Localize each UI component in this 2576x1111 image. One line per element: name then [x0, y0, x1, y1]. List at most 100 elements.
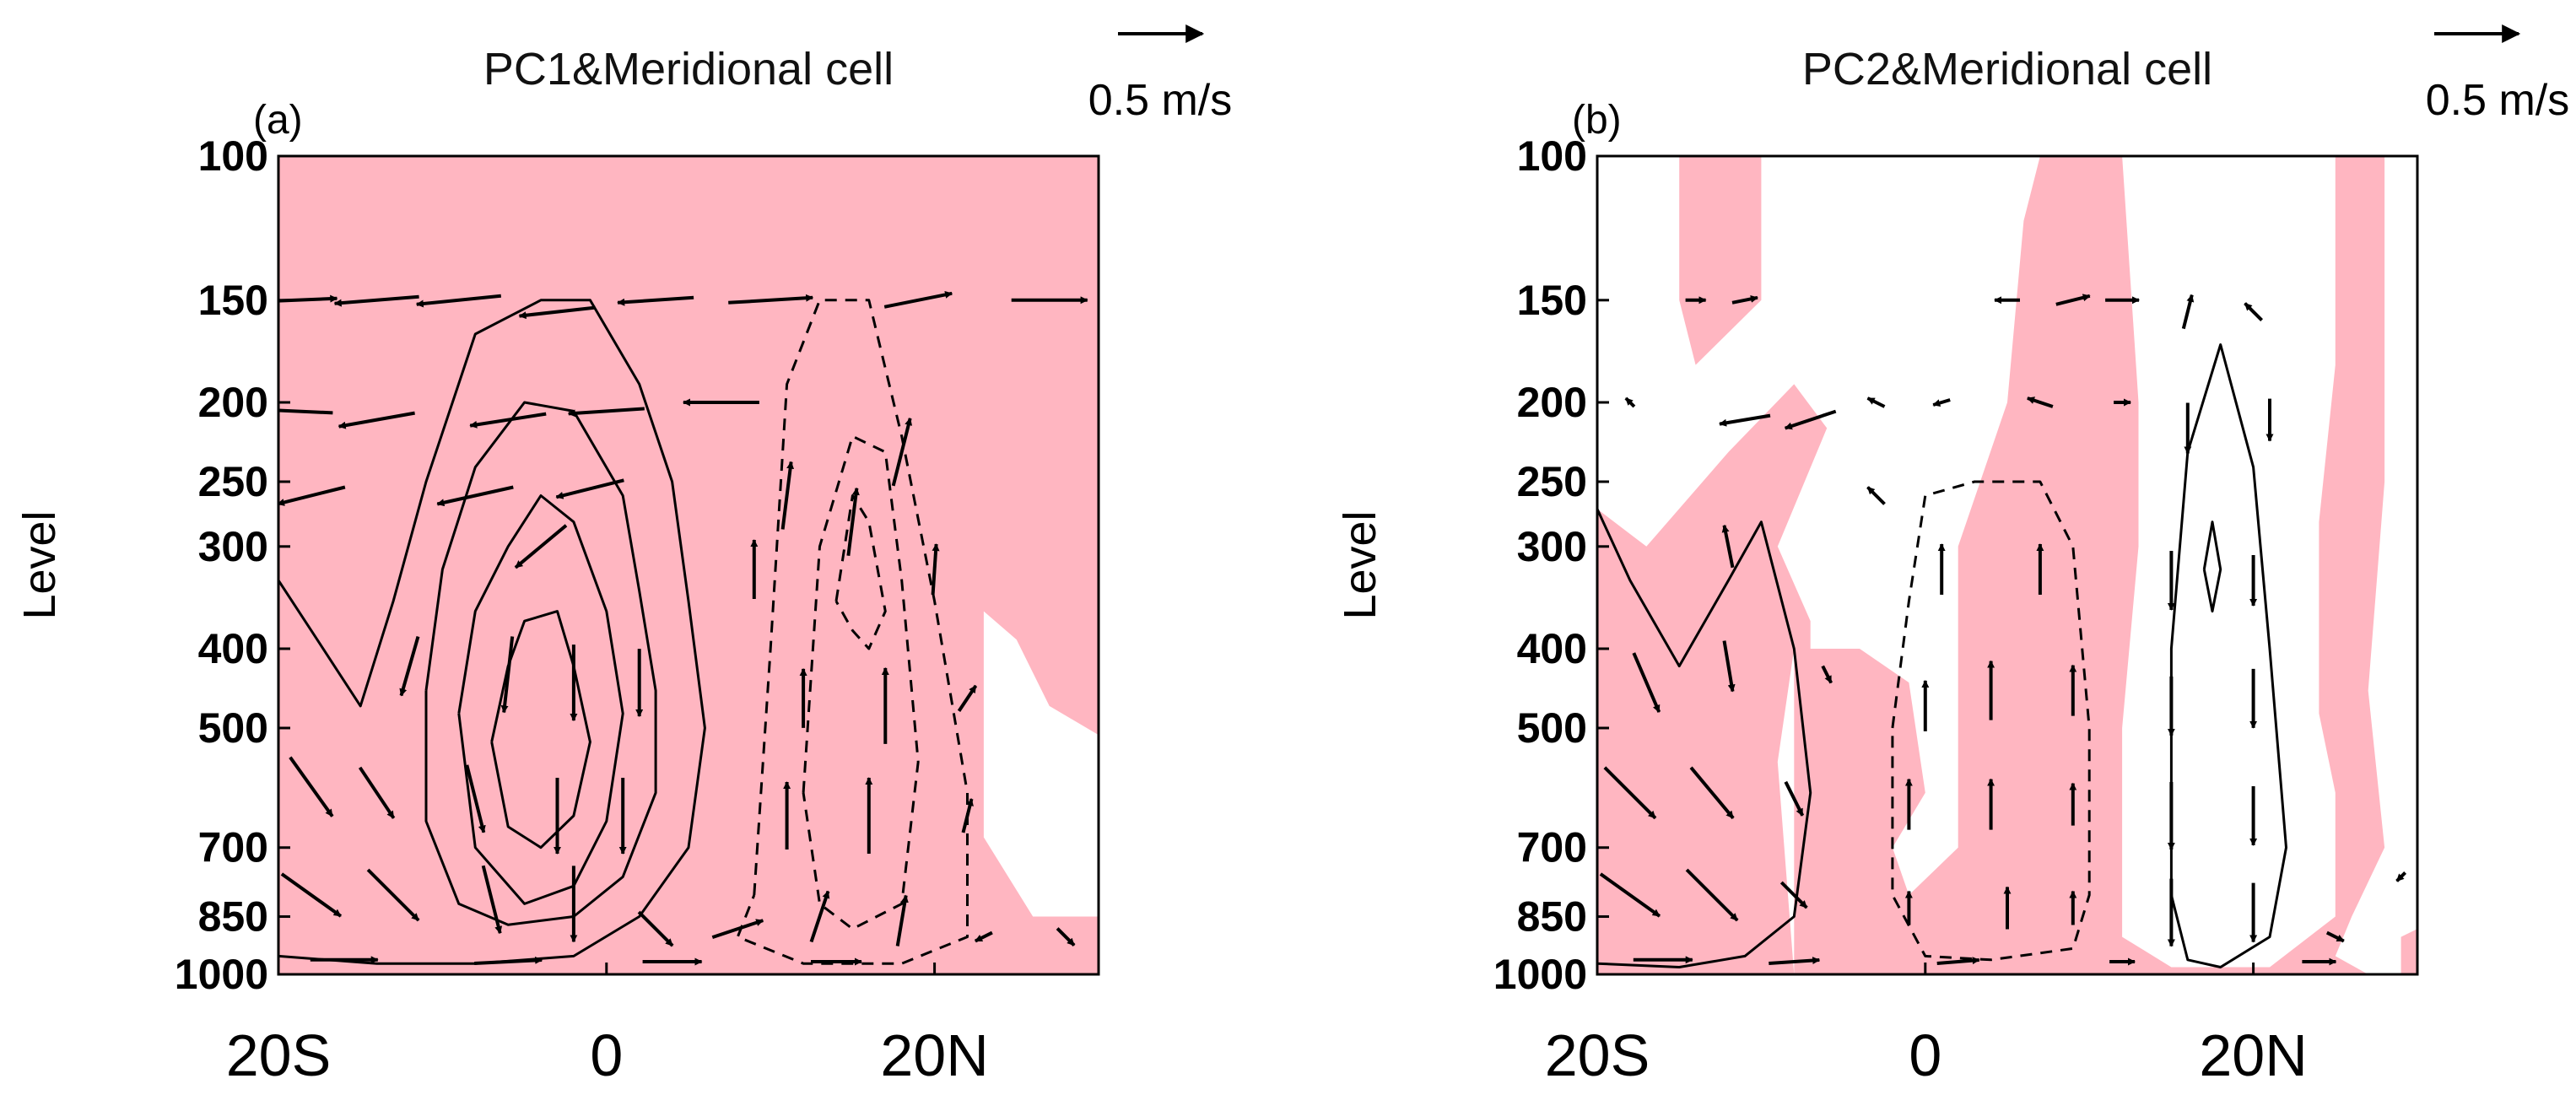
panel-a-contour-solid-1	[424, 401, 657, 926]
panel-a-ytick-label-150: 150	[198, 277, 268, 324]
panel-a-xtick-label-20n: 20N	[880, 1022, 988, 1088]
panel-a-xtick-20s: 20S	[226, 963, 331, 1088]
panel-a-vector-29	[289, 756, 334, 817]
panel-b-xtick-label-0: 0	[1909, 1022, 1941, 1088]
panel-b-shade-region-0	[1679, 156, 1762, 365]
panel-b-vector-38	[1599, 872, 1661, 918]
panel-b-ytick-label-300: 300	[1517, 523, 1587, 570]
panel-b-y-axis-label: Level	[1335, 510, 1385, 619]
panel-a-xtick-label-0: 0	[590, 1022, 623, 1088]
panel-b-xtick-20n: 20N	[2199, 963, 2308, 1088]
panel-b-label: (b)	[1572, 98, 1622, 143]
panel-b-shading	[1597, 156, 2417, 974]
panel-a-vector-28	[957, 684, 978, 713]
panel-b-ytick-label-200: 200	[1517, 379, 1587, 426]
panel-a-ytick-250: 250	[198, 458, 290, 505]
panel-a-title: PC1&Meridional cell	[483, 44, 894, 94]
panel-b-ytick-label-250: 250	[1517, 458, 1587, 505]
panel-b-vector-23	[1722, 640, 1736, 693]
panel-b-ytick-label-500: 500	[1517, 704, 1587, 752]
panel-b-vector-24	[1821, 665, 1833, 684]
panel-a-ytick-label-100: 100	[198, 132, 268, 180]
panel-b-vector-16	[1721, 524, 1735, 569]
panel-b-ytick-1000: 1000	[1493, 951, 1609, 998]
panel-a-vector-6	[883, 290, 953, 309]
panel-a-vector-11	[567, 407, 645, 418]
panel-b-xtick-label-20n: 20N	[2199, 1022, 2307, 1088]
panel-a-ytick-200: 200	[198, 379, 290, 426]
panel-b-ytick-500: 500	[1517, 704, 1609, 752]
panel-b-vector-6	[2244, 302, 2264, 322]
panel-b-ytick-250: 250	[1517, 458, 1609, 505]
panel-a-vector-1	[333, 294, 419, 307]
panel-a-shade-region-0	[278, 156, 1099, 974]
panel-a-ytick-100: 100	[198, 132, 290, 180]
panel-a-vector-17	[780, 461, 795, 530]
panel-a-xtick-0: 0	[590, 963, 623, 1088]
panel-a-vector-8	[278, 408, 333, 415]
panel-a-vector-15	[436, 485, 514, 507]
panel-b-xtick-20s: 20S	[1545, 963, 1650, 1088]
panel-a-vector-14	[278, 485, 346, 506]
panel-a-vector-37	[280, 872, 343, 918]
panel-b-vector-5	[2181, 294, 2195, 330]
panel-a-vector-22	[399, 636, 420, 697]
panel-a-vector-31	[465, 764, 486, 833]
panel-a-ytick-500: 500	[198, 704, 290, 752]
panel-a-contour-dashed-5	[802, 434, 920, 930]
panel-a-ytick-label-200: 200	[198, 379, 268, 426]
panel-a-y-ticks: 100 150 200 250 300 400 500 700 850 1000	[175, 132, 290, 998]
panel-a-plot	[278, 156, 1099, 974]
panel-b-vector-12	[2027, 396, 2054, 408]
panel-a-ytick-label-1000: 1000	[175, 951, 268, 998]
panel-a-vector-10	[469, 412, 547, 429]
panel-a-ytick-label-400: 400	[198, 625, 268, 672]
panel-b-ytick-label-700: 700	[1517, 824, 1587, 871]
panel-a-contours	[278, 299, 969, 965]
panel-b-ytick-150: 150	[1517, 277, 1609, 324]
panel-a-y-axis-label: Level	[14, 510, 65, 619]
panel-b-vector-49	[1769, 957, 1821, 965]
panel-b-ytick-300: 300	[1517, 523, 1609, 570]
panel-b-ytick-label-100: 100	[1517, 132, 1587, 180]
panel-b-contour-solid-0	[1597, 508, 1812, 968]
panel-b-vector-11	[1932, 398, 1951, 407]
panel-a-vector-0	[278, 294, 338, 303]
panel-b-vector-47	[2395, 871, 2407, 882]
panel-a-vector-19	[514, 524, 568, 569]
panel-b-vector-17	[1866, 486, 1886, 505]
panel-a-ytick-300: 300	[198, 523, 290, 570]
panel-a-reference-label: 0.5 m/s	[1088, 76, 1233, 125]
panel-a-xtick-20n: 20N	[880, 963, 989, 1088]
panel-b-xtick-0: 0	[1909, 963, 1941, 1088]
panel-b-reference-label: 0.5 m/s	[2426, 76, 2570, 125]
panel-a-ytick-label-250: 250	[198, 458, 268, 505]
panel-a-ytick-850: 850	[198, 893, 290, 941]
panel-b-vector-8	[1719, 413, 1771, 427]
panel-a-vector-48	[474, 956, 543, 965]
panel-b-ytick-label-1000: 1000	[1493, 951, 1587, 998]
panel-b-plot	[1597, 156, 2417, 974]
panel-a-contour-dashed-4	[736, 299, 969, 965]
panel-b-ytick-850: 850	[1517, 893, 1609, 941]
panel-a-vector-39	[481, 865, 503, 935]
panel-a-vector-9	[338, 411, 415, 429]
panel-a-ytick-label-850: 850	[198, 893, 268, 941]
panel-b-ytick-label-850: 850	[1517, 893, 1587, 941]
panel-b-ytick-label-150: 150	[1517, 277, 1587, 324]
panel-b-ytick-label-400: 400	[1517, 625, 1587, 672]
panel-b-shade-region-2	[1794, 156, 2385, 974]
panel-a-vector-13	[891, 418, 913, 487]
panel-a-vector-36	[961, 798, 974, 833]
panel-b-vector-39	[1685, 868, 1739, 922]
panel-b-shade-region-3	[2400, 929, 2417, 974]
panel-a-vector-30	[358, 766, 396, 819]
panel-b-vectors	[1599, 294, 2407, 966]
panel-a-vector-23	[500, 636, 515, 714]
panel-b-vector-40	[1779, 881, 1808, 909]
panel-a-shading	[278, 156, 1099, 974]
panel-a-label: (a)	[253, 98, 303, 143]
panel-a-contour-solid-3	[490, 610, 591, 849]
panel-a-vector-21	[931, 543, 940, 596]
